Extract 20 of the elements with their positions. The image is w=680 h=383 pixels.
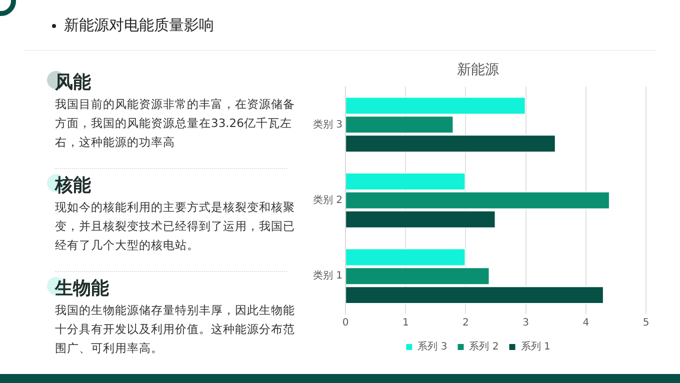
chart-title: 新能源 xyxy=(457,62,499,78)
y-tick-label: 类别 3 xyxy=(312,118,343,130)
x-tick-label: 1 xyxy=(402,318,409,329)
text: 新能源对电能质量影响 xyxy=(64,16,214,34)
x-tick-label: 3 xyxy=(522,318,530,329)
x-tick-label: 4 xyxy=(582,318,590,329)
x-tick-label: 5 xyxy=(642,318,650,329)
legend-label: 系列 3 xyxy=(418,340,448,353)
y-tick-label: 类别 2 xyxy=(312,194,343,206)
y-tick-label: 类别 1 xyxy=(312,270,343,282)
text: 风能 xyxy=(55,72,92,94)
x-tick-label: 2 xyxy=(462,318,469,329)
x-tick-label: 0 xyxy=(342,318,349,329)
text: 我国的生物能源储存量特别丰厚，因此生物能十分具有开发以及利用价值。这种能源分布范围广、可利用率高。 xyxy=(55,302,296,357)
legend-label: 系列 1 xyxy=(520,340,550,353)
text: 我国目前的风能资源非常的丰富，在资源储备方面，我国的风能资源总量在33.26亿千瓦左右，这种能源的功率高 xyxy=(55,96,296,151)
text: 现如今的核能利用的主要方式是核裂变和核聚变，并且核裂变技术已经得到了运用，我国已经有了几个大型的核电站。 xyxy=(55,199,296,254)
text: 生物能 xyxy=(55,278,110,300)
legend-label: 系列 2 xyxy=(469,340,499,353)
text: 核能 xyxy=(55,175,92,197)
